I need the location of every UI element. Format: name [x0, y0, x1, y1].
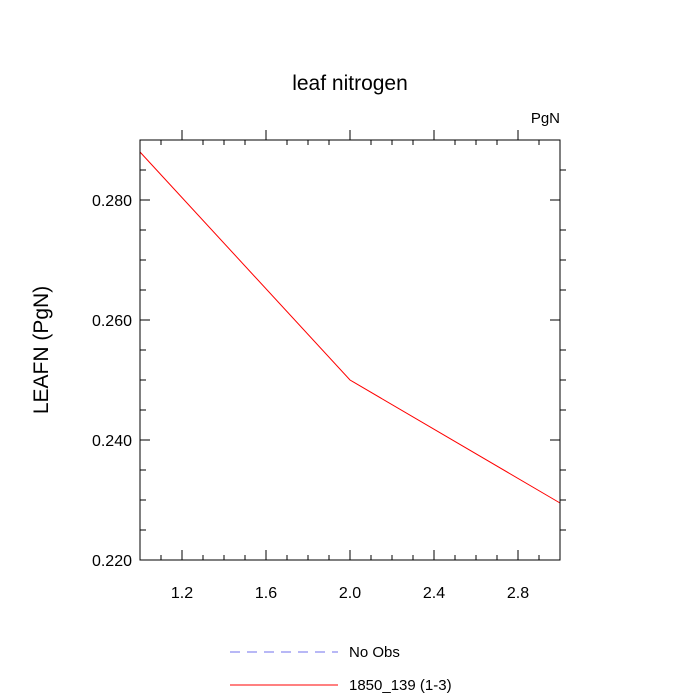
- y-tick-label: 0.280: [92, 193, 132, 210]
- series-layer: [139, 151, 561, 504]
- major-ticks: [140, 130, 560, 561]
- units-label: PgN: [531, 110, 560, 127]
- series-line: [139, 151, 561, 504]
- x-tick-label: 1.6: [255, 585, 277, 602]
- y-tick-label: 0.260: [92, 313, 132, 330]
- chart-title: leaf nitrogen: [292, 72, 408, 95]
- x-tick-label: 2.0: [339, 585, 361, 602]
- legend-label: No Obs: [349, 644, 400, 661]
- legend: No Obs 1850_139 (1-3): [230, 644, 452, 694]
- y-tick-label: 0.220: [92, 553, 132, 570]
- minor-ticks: [140, 140, 566, 560]
- y-axis-label: LEAFN (PgN): [30, 286, 53, 414]
- x-tick-label: 2.4: [423, 585, 445, 602]
- tick-labels: 0.220 0.240 0.260 0.280 1.2 1.6 2.0 2.4 2.8: [92, 193, 529, 602]
- x-tick-label: 2.8: [507, 585, 529, 602]
- legend-label: 1850_139 (1-3): [349, 677, 452, 694]
- x-tick-label: 1.2: [171, 585, 193, 602]
- y-tick-label: 0.240: [92, 433, 132, 450]
- plot-frame: [139, 139, 561, 561]
